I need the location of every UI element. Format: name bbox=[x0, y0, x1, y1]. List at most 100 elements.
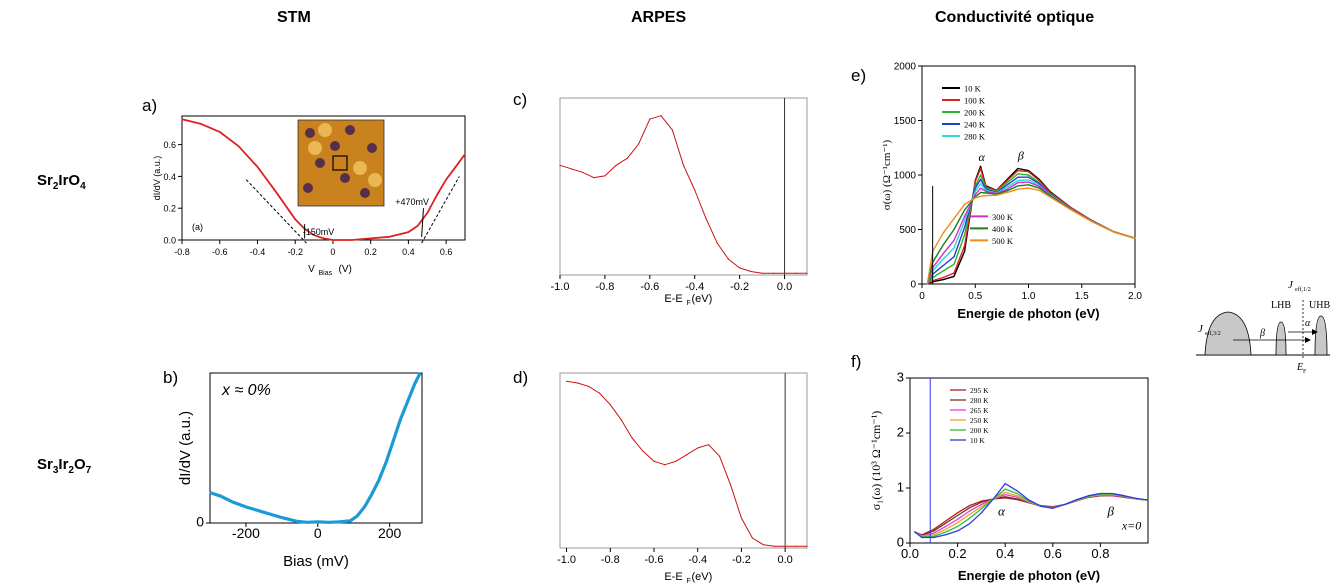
e-point bbox=[964, 203, 966, 205]
f-ytick-label: 0 bbox=[897, 535, 904, 550]
f-point bbox=[957, 530, 959, 532]
f-point bbox=[1016, 496, 1018, 498]
c-point bbox=[615, 164, 617, 166]
c-point bbox=[604, 175, 606, 177]
d-point bbox=[675, 460, 677, 462]
e-xtick-label: 0 bbox=[919, 291, 925, 302]
row-header-sr3ir2o7: Sr3Ir2O7 bbox=[37, 456, 91, 476]
a-inset-bright-spot bbox=[353, 161, 367, 175]
a-ytick-label: 0.4 bbox=[163, 172, 176, 182]
schematic-ef-label: E bbox=[1296, 362, 1303, 373]
d-point bbox=[729, 484, 732, 486]
c-point bbox=[671, 129, 673, 131]
e-point bbox=[1006, 191, 1008, 193]
e-ytick-label: 1000 bbox=[894, 171, 917, 182]
c-xtick-label: -0.2 bbox=[730, 281, 749, 293]
e-point bbox=[1027, 170, 1030, 172]
e-point bbox=[1038, 187, 1040, 189]
a-xlabel-sub: Bias bbox=[319, 270, 333, 277]
e-point bbox=[1006, 186, 1008, 188]
e-point bbox=[953, 239, 955, 241]
a-inset-defect bbox=[367, 143, 377, 153]
a-inset-defect bbox=[305, 128, 315, 138]
d-point bbox=[566, 380, 568, 382]
e-point bbox=[942, 232, 944, 234]
e-point bbox=[1017, 188, 1019, 190]
f-peak-beta: β bbox=[1107, 504, 1115, 519]
f-point bbox=[1135, 497, 1137, 499]
a-point bbox=[322, 237, 325, 239]
f-point bbox=[992, 498, 994, 500]
d-point bbox=[620, 419, 622, 421]
c-point bbox=[761, 272, 763, 274]
d-xtick-label: -0.8 bbox=[601, 554, 620, 566]
f-point bbox=[957, 525, 959, 528]
f-point bbox=[1111, 492, 1113, 495]
f-point bbox=[957, 518, 959, 520]
a-point bbox=[417, 225, 419, 227]
f-peak-alpha: α bbox=[998, 504, 1006, 519]
d-point bbox=[653, 460, 655, 462]
d-point bbox=[773, 545, 775, 547]
b-point bbox=[317, 521, 319, 523]
b-point bbox=[414, 383, 416, 385]
c-point bbox=[660, 115, 662, 117]
b-xlabel: Bias (mV) bbox=[283, 553, 349, 570]
a-point bbox=[445, 179, 447, 181]
c-point bbox=[750, 270, 752, 273]
e-point bbox=[980, 195, 982, 197]
e-legend-label: 100 K bbox=[964, 96, 986, 106]
a-xtick-label: -0.2 bbox=[287, 247, 303, 257]
a-point bbox=[370, 237, 372, 239]
chart-e-optical-sr2iro4: 0 0.5 1.0 1.5 2.0 0 500 1000 1500 2000 Energie de … bbox=[881, 62, 1142, 322]
d-point bbox=[708, 444, 710, 446]
f-point bbox=[968, 505, 971, 507]
b-series-0 bbox=[209, 372, 422, 524]
row2-mid: Ir bbox=[58, 456, 69, 473]
d-xlabel: E-E bbox=[664, 571, 682, 583]
b-point bbox=[407, 401, 409, 403]
a-xtick-label: 0 bbox=[330, 247, 335, 257]
e-point bbox=[974, 197, 976, 199]
b-point bbox=[209, 492, 211, 494]
e-point bbox=[1091, 221, 1093, 223]
f-point bbox=[933, 536, 935, 539]
f-point bbox=[968, 523, 971, 525]
a-inset-defect bbox=[340, 173, 350, 183]
a-ytick-label: 0.0 bbox=[163, 236, 176, 246]
f-point bbox=[968, 510, 971, 512]
e-point bbox=[980, 191, 982, 193]
e-point bbox=[1038, 185, 1040, 187]
e-point bbox=[953, 275, 955, 277]
f-point bbox=[1052, 507, 1054, 509]
d-point bbox=[751, 537, 753, 539]
f-ytick-label: 3 bbox=[897, 370, 904, 385]
d-point bbox=[784, 545, 786, 547]
e-series-0 bbox=[927, 165, 1136, 285]
e-point bbox=[1070, 209, 1072, 211]
e-legend-label: 240 K bbox=[964, 120, 986, 130]
schematic-lhb-label: LHB bbox=[1271, 300, 1291, 311]
e-point bbox=[1006, 190, 1008, 192]
chart-a-stm-sr2iro4: -0.8 -0.6 -0.4 -0.2 0 0.2 0.4 0.6 0.0 0.2 0.4 0.6 V B… bbox=[152, 115, 466, 277]
a-point bbox=[181, 118, 183, 120]
a-point bbox=[388, 236, 391, 238]
e-point bbox=[1006, 182, 1008, 184]
c-point bbox=[705, 217, 707, 219]
row2-sub3: 7 bbox=[85, 465, 92, 476]
e-point bbox=[953, 272, 955, 274]
d-point bbox=[686, 454, 688, 456]
a-inset-bright-spot bbox=[308, 141, 322, 155]
f-point bbox=[1004, 496, 1006, 498]
b-legend-text: x ≈ 0% bbox=[221, 382, 271, 399]
e-point bbox=[926, 283, 928, 285]
a-tangent-left bbox=[245, 179, 307, 244]
e-point bbox=[942, 279, 944, 281]
e-series-7 bbox=[926, 187, 1136, 285]
a-inset-bright-spot bbox=[318, 123, 332, 137]
a-xtick-label: 0.2 bbox=[364, 247, 377, 257]
f-point bbox=[933, 528, 935, 530]
d-point bbox=[795, 545, 797, 547]
d-xlabel-sub: F bbox=[687, 578, 691, 585]
e-point bbox=[964, 245, 966, 247]
